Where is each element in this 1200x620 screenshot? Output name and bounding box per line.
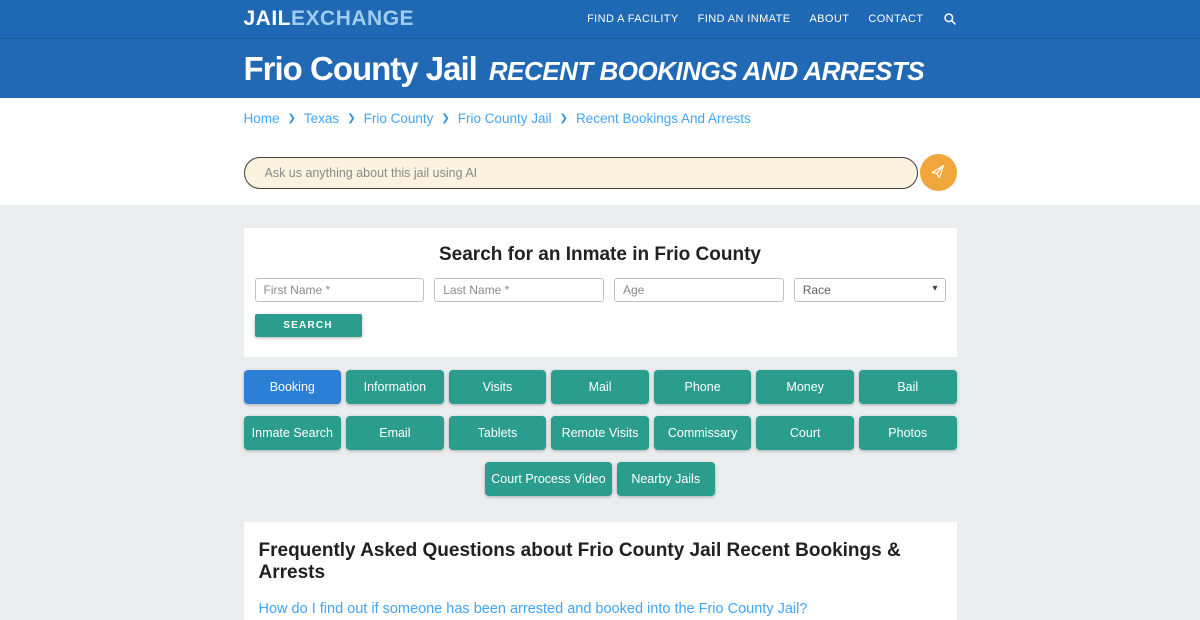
quick-links-row-3: Court Process Video Nearby Jails xyxy=(244,462,957,496)
race-select-wrap: Race ▾ xyxy=(793,278,946,302)
inmate-search-card: Search for an Inmate in Frio County Race… xyxy=(243,228,957,357)
chevron-right-icon: ❯ xyxy=(559,113,568,124)
quick-link-commissary[interactable]: Commissary xyxy=(653,416,752,450)
first-name-input[interactable] xyxy=(254,278,425,302)
logo-exchange: EXCHANGE xyxy=(291,7,415,30)
page-subtitle: RECENT BOOKINGS AND ARRESTS xyxy=(488,55,925,86)
inmate-search-fields: Race ▾ xyxy=(254,278,946,302)
quick-link-nearby-jails[interactable]: Nearby Jails xyxy=(616,462,715,496)
chevron-right-icon: ❯ xyxy=(347,113,356,124)
nav-link-find-a-facility[interactable]: FIND A FACILITY xyxy=(587,13,679,25)
breadcrumb-frio-county-jail[interactable]: Frio County Jail xyxy=(457,111,552,126)
page-title: Frio County Jail xyxy=(243,49,478,87)
search-button[interactable]: SEARCH xyxy=(254,314,362,337)
quick-link-visits[interactable]: Visits xyxy=(448,370,547,404)
age-input[interactable] xyxy=(614,278,784,302)
chevron-right-icon: ❯ xyxy=(287,113,296,124)
hero-header: Frio County Jail RECENT BOOKINGS AND ARRE… xyxy=(0,38,1200,98)
nav-links: FIND A FACILITY FIND AN INMATE ABOUT CON… xyxy=(587,12,956,26)
faq-title: Frequently Asked Questions about Frio Co… xyxy=(258,540,901,583)
breadcrumb-frio-county[interactable]: Frio County xyxy=(363,111,434,126)
top-navbar: JAILEXCHANGE FIND A FACILITY FIND AN INM… xyxy=(0,0,1200,38)
breadcrumb: Home ❯ Texas ❯ Frio County ❯ Frio County… xyxy=(244,111,957,126)
nav-link-contact[interactable]: CONTACT xyxy=(868,13,924,25)
last-name-input[interactable] xyxy=(434,278,604,302)
breadcrumb-recent-bookings[interactable]: Recent Bookings And Arrests xyxy=(575,111,751,126)
quick-links-grid: Booking Information Visits Mail Phone Mo… xyxy=(243,370,957,496)
site-logo[interactable]: JAILEXCHANGE xyxy=(244,7,415,31)
quick-link-mail[interactable]: Mail xyxy=(551,370,649,404)
quick-links-row-1: Booking Information Visits Mail Phone Mo… xyxy=(243,370,957,404)
logo-jail: JAIL xyxy=(243,7,292,30)
quick-link-court[interactable]: Court xyxy=(756,416,854,450)
quick-link-phone[interactable]: Phone xyxy=(653,370,752,404)
quick-link-remote-visits[interactable]: Remote Visits xyxy=(551,416,649,450)
quick-link-email[interactable]: Email xyxy=(346,416,444,450)
quick-link-information[interactable]: Information xyxy=(346,370,444,404)
chevron-right-icon: ❯ xyxy=(441,113,450,124)
breadcrumb-texas[interactable]: Texas xyxy=(303,111,340,126)
ask-ai-bar xyxy=(243,154,957,191)
send-button[interactable] xyxy=(919,154,957,191)
breadcrumb-home[interactable]: Home xyxy=(243,111,280,126)
race-select[interactable]: Race xyxy=(793,278,946,302)
breadcrumb-section: Home ❯ Texas ❯ Frio County ❯ Frio County… xyxy=(0,98,1200,205)
search-icon[interactable] xyxy=(943,12,957,26)
quick-links-row-2: Inmate Search Email Tablets Remote Visit… xyxy=(243,416,957,450)
quick-link-money[interactable]: Money xyxy=(756,370,854,404)
nav-link-about[interactable]: ABOUT xyxy=(809,13,850,25)
send-icon xyxy=(928,162,948,182)
quick-link-booking[interactable]: Booking xyxy=(243,370,342,404)
quick-link-tablets[interactable]: Tablets xyxy=(448,416,547,450)
ask-ai-input[interactable] xyxy=(243,156,918,189)
quick-link-court-process-video[interactable]: Court Process Video xyxy=(485,462,612,496)
faq-question-link-1[interactable]: How do I find out if someone has been ar… xyxy=(258,601,808,617)
quick-link-bail[interactable]: Bail xyxy=(858,370,957,404)
main-section: Search for an Inmate in Frio County Race… xyxy=(0,205,1200,620)
inmate-search-title: Search for an Inmate in Frio County xyxy=(439,244,761,265)
faq-card: Frequently Asked Questions about Frio Co… xyxy=(243,522,957,620)
quick-link-inmate-search[interactable]: Inmate Search xyxy=(243,416,342,450)
quick-link-photos[interactable]: Photos xyxy=(858,416,957,450)
nav-link-find-an-inmate[interactable]: FIND AN INMATE xyxy=(697,13,791,25)
